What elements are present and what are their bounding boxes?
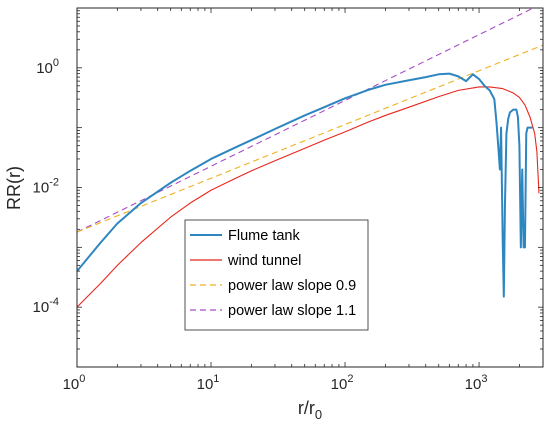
x-tick-base: 10 (63, 376, 80, 393)
x-axis-label: r/r0 (298, 398, 322, 422)
y-tick-base: 10 (33, 299, 50, 316)
y-tick-exponent: -4 (49, 296, 59, 308)
x-tick-label-1: 101 (197, 373, 220, 393)
series-line-0 (77, 72, 533, 298)
legend-label-1: wind tunnel (227, 253, 301, 269)
y-tick-base: 10 (33, 180, 50, 197)
series-layer (77, 8, 543, 308)
x-tick-label-2: 102 (331, 373, 354, 393)
ticks-layer (76, 7, 544, 368)
x-tick-label-0: 100 (63, 373, 86, 393)
y-tick-label-0: 10-4 (33, 296, 59, 316)
series-line-2 (77, 44, 543, 233)
series-line-3 (77, 8, 535, 233)
x-tick-base: 10 (465, 376, 482, 393)
legend: Flume tank wind tunnel power law slope 0.9… (184, 219, 369, 331)
x-tick-label-3: 103 (465, 373, 488, 393)
y-tick-exponent: -2 (49, 177, 59, 189)
legend-box (184, 219, 369, 331)
x-tick-labels: 100 101 102 103 (63, 373, 488, 393)
x-tick-exponent: 2 (347, 373, 353, 385)
y-tick-label-1: 10-2 (33, 177, 59, 197)
legend-label-2: power law slope 0.9 (228, 278, 356, 294)
x-tick-exponent: 1 (213, 373, 219, 385)
series-line-1 (77, 86, 540, 308)
y-tick-exponent: 0 (53, 57, 59, 69)
y-tick-label-2: 100 (36, 57, 59, 77)
x-axis-label-main: r/r (298, 398, 315, 418)
legend-label-3: power law slope 1.1 (228, 303, 356, 319)
y-tick-base: 10 (36, 60, 53, 77)
y-axis-label: RR(r) (4, 166, 24, 210)
x-tick-base: 10 (197, 376, 214, 393)
x-tick-base: 10 (331, 376, 348, 393)
legend-items: Flume tank wind tunnel power law slope 0.9… (190, 228, 356, 319)
x-axis-label-subscript: 0 (315, 407, 322, 422)
x-tick-exponent: 3 (481, 373, 487, 385)
legend-label-0: Flume tank (228, 228, 300, 244)
x-tick-exponent: 0 (79, 373, 85, 385)
